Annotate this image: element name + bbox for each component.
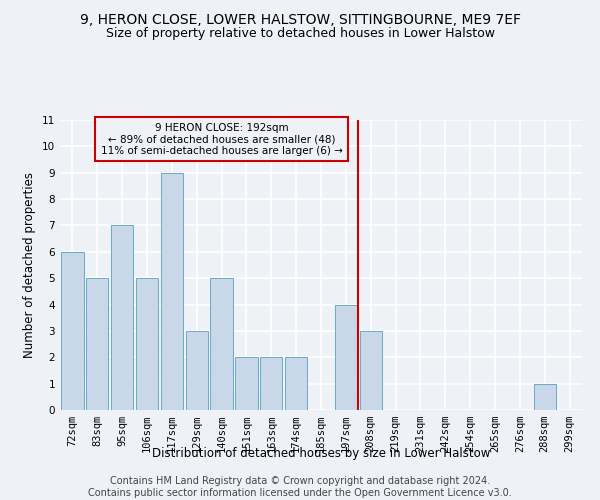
Bar	[235, 358, 257, 410]
Bar	[161, 172, 183, 410]
Bar	[260, 358, 283, 410]
Text: 9 HERON CLOSE: 192sqm
← 89% of detached houses are smaller (48)
11% of semi-deta: 9 HERON CLOSE: 192sqm ← 89% of detached …	[101, 122, 343, 156]
Text: Distribution of detached houses by size in Lower Halstow: Distribution of detached houses by size …	[152, 448, 490, 460]
Bar	[533, 384, 556, 410]
Bar	[61, 252, 83, 410]
Bar	[285, 358, 307, 410]
Bar	[185, 331, 208, 410]
Bar	[86, 278, 109, 410]
Text: Contains HM Land Registry data © Crown copyright and database right 2024.
Contai: Contains HM Land Registry data © Crown c…	[88, 476, 512, 498]
Bar	[211, 278, 233, 410]
Bar	[335, 304, 357, 410]
Text: Size of property relative to detached houses in Lower Halstow: Size of property relative to detached ho…	[106, 28, 494, 40]
Bar	[136, 278, 158, 410]
Bar	[359, 331, 382, 410]
Y-axis label: Number of detached properties: Number of detached properties	[23, 172, 37, 358]
Bar	[111, 226, 133, 410]
Text: 9, HERON CLOSE, LOWER HALSTOW, SITTINGBOURNE, ME9 7EF: 9, HERON CLOSE, LOWER HALSTOW, SITTINGBO…	[79, 12, 521, 26]
